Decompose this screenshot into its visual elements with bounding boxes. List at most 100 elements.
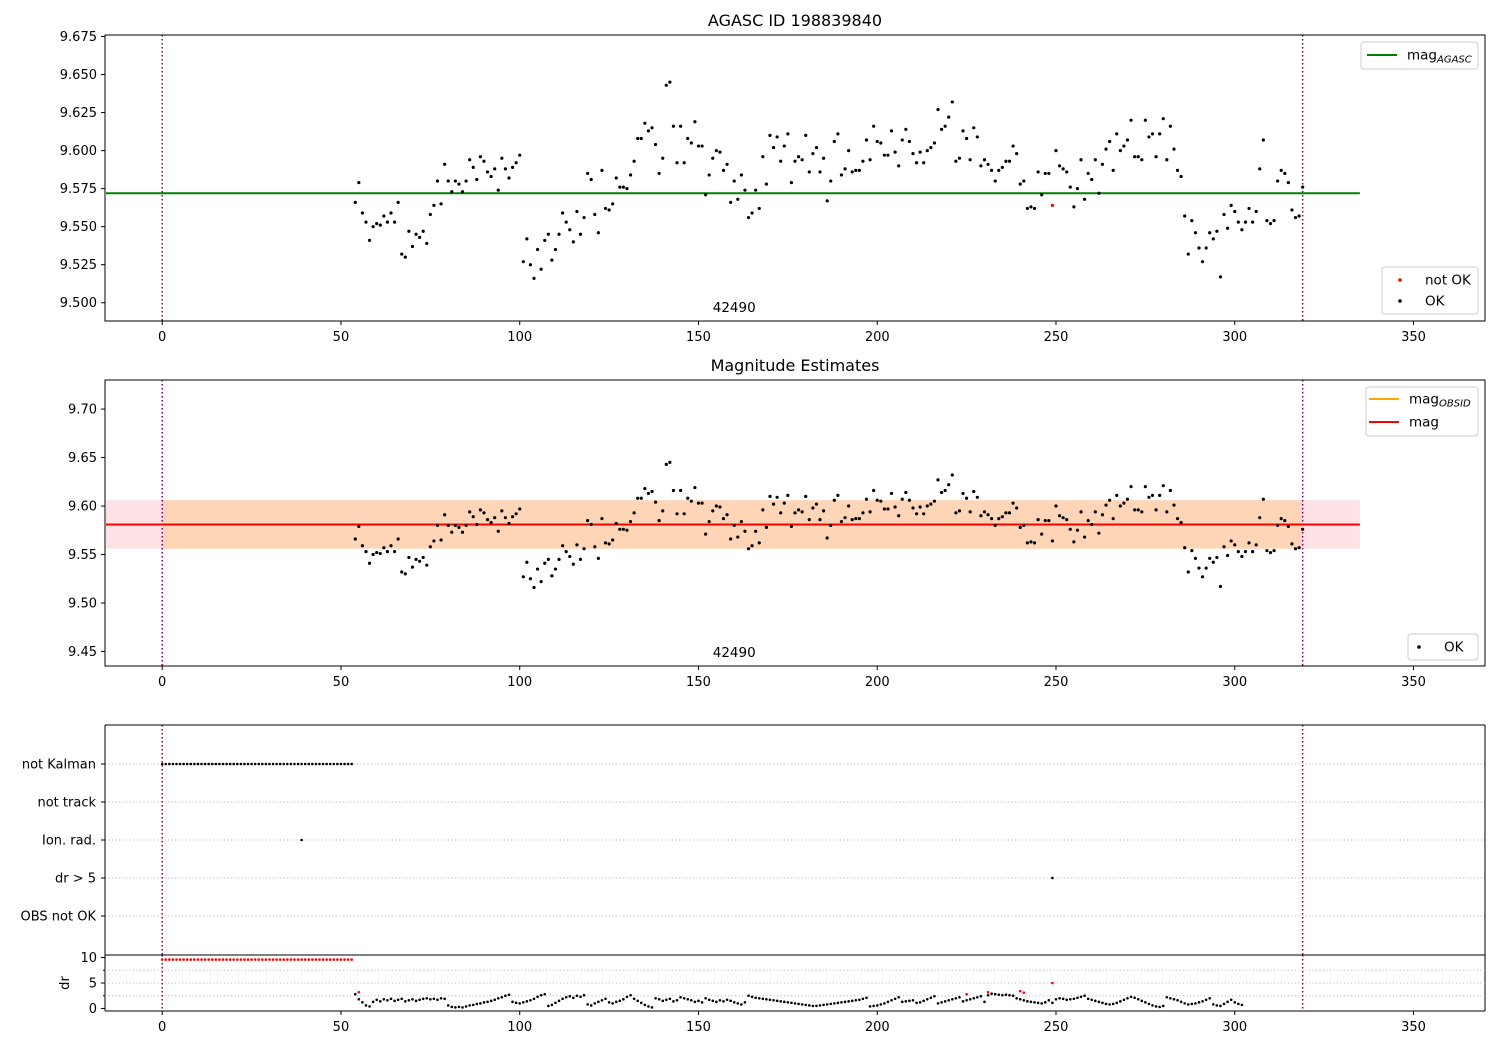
data-point-ok — [696, 144, 701, 148]
flag-point-not-kalman — [225, 762, 228, 766]
dr-point — [847, 1000, 850, 1003]
flag-point-not-kalman — [282, 762, 286, 766]
data-point-ok — [571, 562, 575, 566]
data-point-ok — [532, 276, 536, 281]
dr-point — [407, 999, 411, 1002]
data-point-ok — [1175, 168, 1180, 172]
data-point-ok — [407, 229, 411, 233]
dr-point — [543, 992, 547, 996]
dr-point — [1029, 1000, 1033, 1004]
data-point-ok — [489, 520, 493, 525]
data-point-ok — [403, 255, 407, 259]
data-point-ok — [796, 508, 801, 512]
data-point-ok — [796, 155, 801, 159]
dr-point-clipped — [253, 958, 257, 961]
dr-point — [829, 1002, 833, 1006]
dr-point — [1051, 1001, 1054, 1005]
dr-point-clipped — [321, 958, 325, 961]
data-point-ok — [686, 136, 690, 141]
dr-point-not-ok — [1018, 989, 1022, 993]
data-point-ok — [435, 179, 440, 183]
data-point-ok — [707, 519, 711, 524]
flag-point-not-kalman — [286, 762, 289, 766]
dr-point — [400, 997, 404, 1001]
dr-point — [897, 995, 900, 999]
data-point-ok — [961, 491, 965, 496]
data-point-ok — [371, 225, 375, 229]
dr-point — [700, 1001, 704, 1004]
data-point-ok — [621, 527, 625, 531]
data-point-ok — [543, 561, 547, 565]
dr-point — [525, 1000, 529, 1003]
data-point-ok — [968, 510, 972, 514]
dr-point — [1068, 997, 1072, 1001]
data-point-ok — [392, 220, 397, 224]
data-point-ok — [814, 145, 819, 150]
flag-category-label: OBS not OK — [21, 910, 97, 925]
data-point-ok — [500, 509, 504, 513]
data-point-ok — [897, 164, 901, 168]
dr-point — [1065, 998, 1069, 1002]
dr-point — [414, 999, 418, 1003]
dr-point — [936, 1002, 940, 1005]
data-point-ok — [932, 499, 937, 503]
y-tick-label: 9.500 — [60, 296, 97, 311]
data-point-ok — [636, 496, 640, 500]
data-point-ok — [1104, 147, 1108, 151]
data-point-not-ok — [1050, 203, 1055, 207]
data-point-ok — [782, 501, 786, 505]
data-point-ok — [1057, 514, 1062, 518]
dr-point — [915, 1001, 918, 1005]
dr-point-clipped — [282, 958, 286, 961]
data-point-ok — [1286, 180, 1290, 185]
dr-point-clipped — [189, 958, 193, 961]
flag-category-label: not Kalman — [22, 758, 96, 773]
flag-point-not-kalman — [160, 762, 164, 766]
flag-point-not-kalman — [328, 762, 332, 766]
dr-point — [908, 999, 911, 1003]
plot-frame-top — [104, 34, 1486, 322]
data-point-ok — [410, 565, 415, 569]
data-point-ok — [1251, 220, 1255, 224]
dr-point — [539, 993, 543, 997]
data-point-ok — [1068, 185, 1072, 189]
data-point-ok — [839, 519, 844, 524]
data-point-ok — [811, 506, 815, 510]
data-point-ok — [578, 557, 583, 561]
dr-point — [697, 999, 700, 1003]
dr-point — [650, 1006, 654, 1009]
dr-point — [582, 993, 586, 997]
dr-point — [1036, 1001, 1040, 1005]
x-tick-label: 0 — [158, 675, 166, 690]
dr-point — [1237, 1002, 1240, 1006]
data-point-ok — [843, 167, 847, 171]
data-point-ok — [729, 200, 733, 204]
dr-point — [951, 997, 954, 1001]
data-point-ok — [475, 522, 479, 527]
data-point-ok — [721, 517, 726, 521]
data-point-ok — [975, 495, 979, 499]
data-point-ok — [1100, 162, 1105, 166]
data-point-ok — [972, 126, 976, 130]
dr-point-clipped — [168, 958, 171, 961]
dr-point — [757, 996, 761, 1000]
dr-point — [918, 1001, 922, 1004]
dr-point — [500, 995, 504, 999]
dr-point — [378, 1000, 382, 1003]
y-tick-label: 9.60 — [68, 500, 97, 515]
dr-point — [711, 999, 715, 1003]
data-point-ok — [1236, 220, 1240, 224]
dr-point — [965, 999, 968, 1002]
data-point-ok — [718, 505, 722, 509]
data-point-ok — [807, 170, 811, 174]
dr-point — [564, 995, 568, 999]
data-point-ok — [1082, 197, 1087, 201]
data-point-ok — [1043, 518, 1047, 523]
data-point-ok — [493, 516, 497, 520]
dr-point — [446, 1004, 450, 1007]
data-point-ok — [1040, 193, 1044, 197]
data-point-ok — [503, 516, 508, 520]
data-point-ok — [446, 523, 450, 528]
dr-point — [1090, 998, 1094, 1002]
data-point-ok — [746, 547, 751, 551]
